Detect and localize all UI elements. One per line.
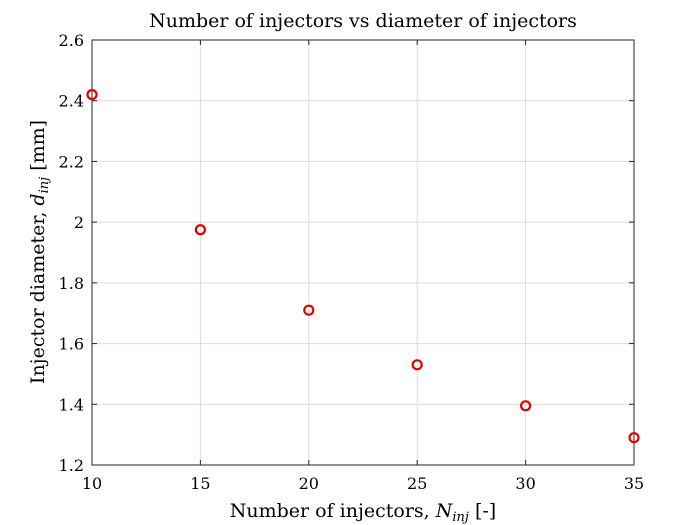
plot-frame: [91, 39, 635, 466]
data-point: [303, 304, 315, 316]
x-tick-label: 15: [190, 474, 210, 493]
y-axis-label: Injector diameter, dinj [mm]: [27, 120, 52, 384]
y-tick-label: 2.2: [59, 152, 84, 171]
data-point: [194, 224, 206, 236]
x-tick-label: 25: [407, 474, 427, 493]
y-tick-label: 2.6: [59, 31, 84, 50]
x-tick-label: 35: [624, 474, 644, 493]
axes: [91, 39, 635, 466]
y-tick-label: 1.2: [59, 456, 84, 475]
y-tick-label: 1.6: [59, 335, 84, 354]
x-tick-label: 10: [82, 474, 102, 493]
data-point: [86, 89, 98, 101]
x-ticks: 10 15 20 25 30 35: [82, 40, 644, 493]
y-tick-label: 1.4: [59, 395, 84, 414]
data-point: [628, 432, 640, 444]
y-tick-label: 2.4: [59, 92, 84, 111]
grid: [91, 39, 635, 466]
x-tick-label: 30: [515, 474, 535, 493]
x-axis-label: Number of injectors, Ninj [-]: [230, 500, 496, 525]
x-tick-label: 20: [299, 474, 319, 493]
data-point: [411, 359, 423, 371]
chart-title: Number of injectors vs diameter of injec…: [149, 10, 577, 32]
y-ticks: 1.2 1.4 1.6 1.8 2 2.2 2.4 2.6: [59, 31, 634, 475]
y-tick-label: 1.8: [59, 274, 84, 293]
y-tick-label: 2: [74, 213, 84, 232]
data-point: [519, 400, 532, 412]
data-points: [86, 89, 640, 444]
